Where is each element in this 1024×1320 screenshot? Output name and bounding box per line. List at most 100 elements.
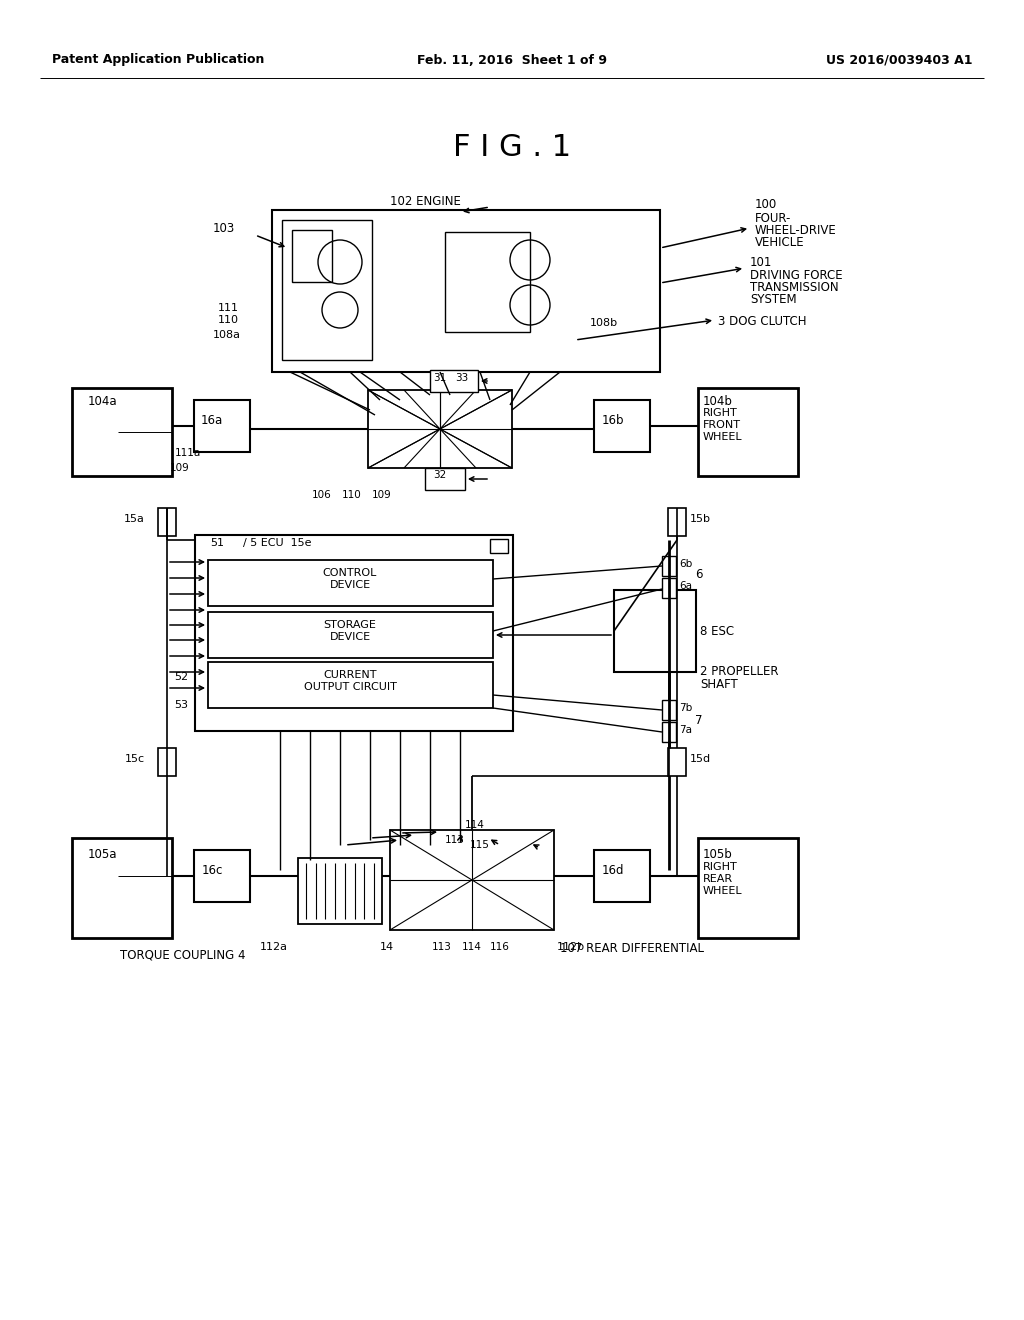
Bar bbox=[594, 850, 650, 902]
Bar bbox=[158, 508, 176, 536]
Bar bbox=[208, 560, 493, 606]
Bar bbox=[430, 370, 478, 392]
Text: 107 REAR DIFFERENTIAL: 107 REAR DIFFERENTIAL bbox=[560, 942, 705, 954]
Text: 111: 111 bbox=[218, 304, 239, 313]
Text: 104a: 104a bbox=[88, 395, 118, 408]
Text: 108b: 108b bbox=[590, 318, 618, 327]
Bar bbox=[662, 578, 676, 598]
Bar bbox=[425, 469, 465, 490]
Bar bbox=[698, 838, 798, 939]
Text: 101: 101 bbox=[750, 256, 772, 269]
Text: 16c: 16c bbox=[202, 863, 222, 876]
Text: 109: 109 bbox=[170, 463, 189, 473]
Text: 110: 110 bbox=[342, 490, 361, 500]
Text: Feb. 11, 2016  Sheet 1 of 9: Feb. 11, 2016 Sheet 1 of 9 bbox=[417, 54, 607, 66]
Text: 113: 113 bbox=[432, 942, 452, 952]
Text: 3 DOG CLUTCH: 3 DOG CLUTCH bbox=[718, 315, 807, 327]
Bar bbox=[662, 722, 676, 742]
Text: SHAFT: SHAFT bbox=[700, 678, 737, 690]
Text: FRONT: FRONT bbox=[703, 420, 741, 430]
Text: 105a: 105a bbox=[88, 847, 118, 861]
Text: 8 ESC: 8 ESC bbox=[700, 624, 734, 638]
Text: 105b: 105b bbox=[703, 847, 733, 861]
Text: 15d: 15d bbox=[690, 754, 711, 764]
Text: 14: 14 bbox=[380, 942, 394, 952]
Text: 6b: 6b bbox=[679, 558, 692, 569]
Text: 15a: 15a bbox=[124, 513, 145, 524]
Text: 53: 53 bbox=[174, 700, 188, 710]
Bar bbox=[208, 612, 493, 657]
Text: RIGHT: RIGHT bbox=[703, 408, 737, 418]
Text: DRIVING FORCE: DRIVING FORCE bbox=[750, 269, 843, 282]
Text: 15b: 15b bbox=[690, 513, 711, 524]
Bar bbox=[594, 400, 650, 451]
Text: 31: 31 bbox=[433, 374, 446, 383]
Text: 15c: 15c bbox=[125, 754, 145, 764]
Bar bbox=[668, 508, 686, 536]
Bar bbox=[72, 838, 172, 939]
Text: Patent Application Publication: Patent Application Publication bbox=[52, 54, 264, 66]
Bar bbox=[292, 230, 332, 282]
Bar bbox=[390, 830, 554, 931]
Text: 106: 106 bbox=[312, 490, 332, 500]
Bar bbox=[445, 232, 530, 333]
Bar bbox=[662, 556, 676, 576]
Text: 112a: 112a bbox=[260, 942, 288, 952]
Text: 114: 114 bbox=[465, 820, 485, 830]
Text: 110: 110 bbox=[218, 315, 239, 325]
Text: F I G . 1: F I G . 1 bbox=[453, 133, 571, 162]
Text: TRANSMISSION: TRANSMISSION bbox=[750, 281, 839, 294]
Text: 6: 6 bbox=[695, 568, 702, 581]
Text: 7a: 7a bbox=[679, 725, 692, 735]
Bar bbox=[698, 388, 798, 477]
Text: CONTROL
DEVICE: CONTROL DEVICE bbox=[323, 568, 377, 590]
Text: 32: 32 bbox=[433, 470, 446, 480]
Text: 108a: 108a bbox=[213, 330, 241, 341]
Text: 33: 33 bbox=[455, 374, 468, 383]
Text: TORQUE COUPLING 4: TORQUE COUPLING 4 bbox=[120, 948, 246, 961]
Text: 16b: 16b bbox=[602, 413, 625, 426]
Bar bbox=[208, 663, 493, 708]
Bar bbox=[194, 850, 250, 902]
Text: 109: 109 bbox=[372, 490, 392, 500]
Bar bbox=[368, 389, 512, 469]
Text: WHEEL: WHEEL bbox=[703, 432, 742, 442]
Text: 16d: 16d bbox=[602, 863, 625, 876]
Text: 104b: 104b bbox=[703, 395, 733, 408]
Text: 114: 114 bbox=[462, 942, 482, 952]
Bar bbox=[490, 539, 508, 553]
Bar bbox=[194, 400, 250, 451]
Text: CURRENT
OUTPUT CIRCUIT: CURRENT OUTPUT CIRCUIT bbox=[303, 671, 396, 692]
Bar bbox=[72, 388, 172, 477]
Bar bbox=[614, 590, 696, 672]
Bar bbox=[668, 748, 686, 776]
Bar bbox=[195, 535, 513, 731]
Bar bbox=[662, 700, 676, 719]
Text: 2 PROPELLER: 2 PROPELLER bbox=[700, 665, 778, 678]
Text: WHEEL-DRIVE: WHEEL-DRIVE bbox=[755, 224, 837, 238]
Text: 103: 103 bbox=[213, 222, 236, 235]
Text: 112b: 112b bbox=[557, 942, 585, 952]
Text: 111a: 111a bbox=[175, 447, 202, 458]
Text: FOUR-: FOUR- bbox=[755, 213, 792, 224]
Bar bbox=[282, 220, 372, 360]
Text: 7: 7 bbox=[695, 714, 702, 727]
Text: VEHICLE: VEHICLE bbox=[755, 236, 805, 249]
Text: REAR: REAR bbox=[703, 874, 733, 884]
Text: RIGHT: RIGHT bbox=[703, 862, 737, 873]
Text: 16a: 16a bbox=[201, 413, 223, 426]
Bar bbox=[158, 748, 176, 776]
Text: US 2016/0039403 A1: US 2016/0039403 A1 bbox=[825, 54, 972, 66]
Text: 52: 52 bbox=[174, 672, 188, 682]
Text: 51: 51 bbox=[210, 539, 224, 548]
Text: STORAGE
DEVICE: STORAGE DEVICE bbox=[324, 620, 377, 642]
Text: WHEEL: WHEEL bbox=[703, 886, 742, 896]
Text: 100: 100 bbox=[755, 198, 777, 211]
Text: 6a: 6a bbox=[679, 581, 692, 591]
Text: 102 ENGINE: 102 ENGINE bbox=[390, 195, 461, 209]
Text: SYSTEM: SYSTEM bbox=[750, 293, 797, 306]
Text: 116: 116 bbox=[490, 942, 510, 952]
Bar bbox=[298, 858, 382, 924]
Text: / 5 ECU  15e: / 5 ECU 15e bbox=[243, 539, 311, 548]
Text: 113: 113 bbox=[445, 836, 465, 845]
